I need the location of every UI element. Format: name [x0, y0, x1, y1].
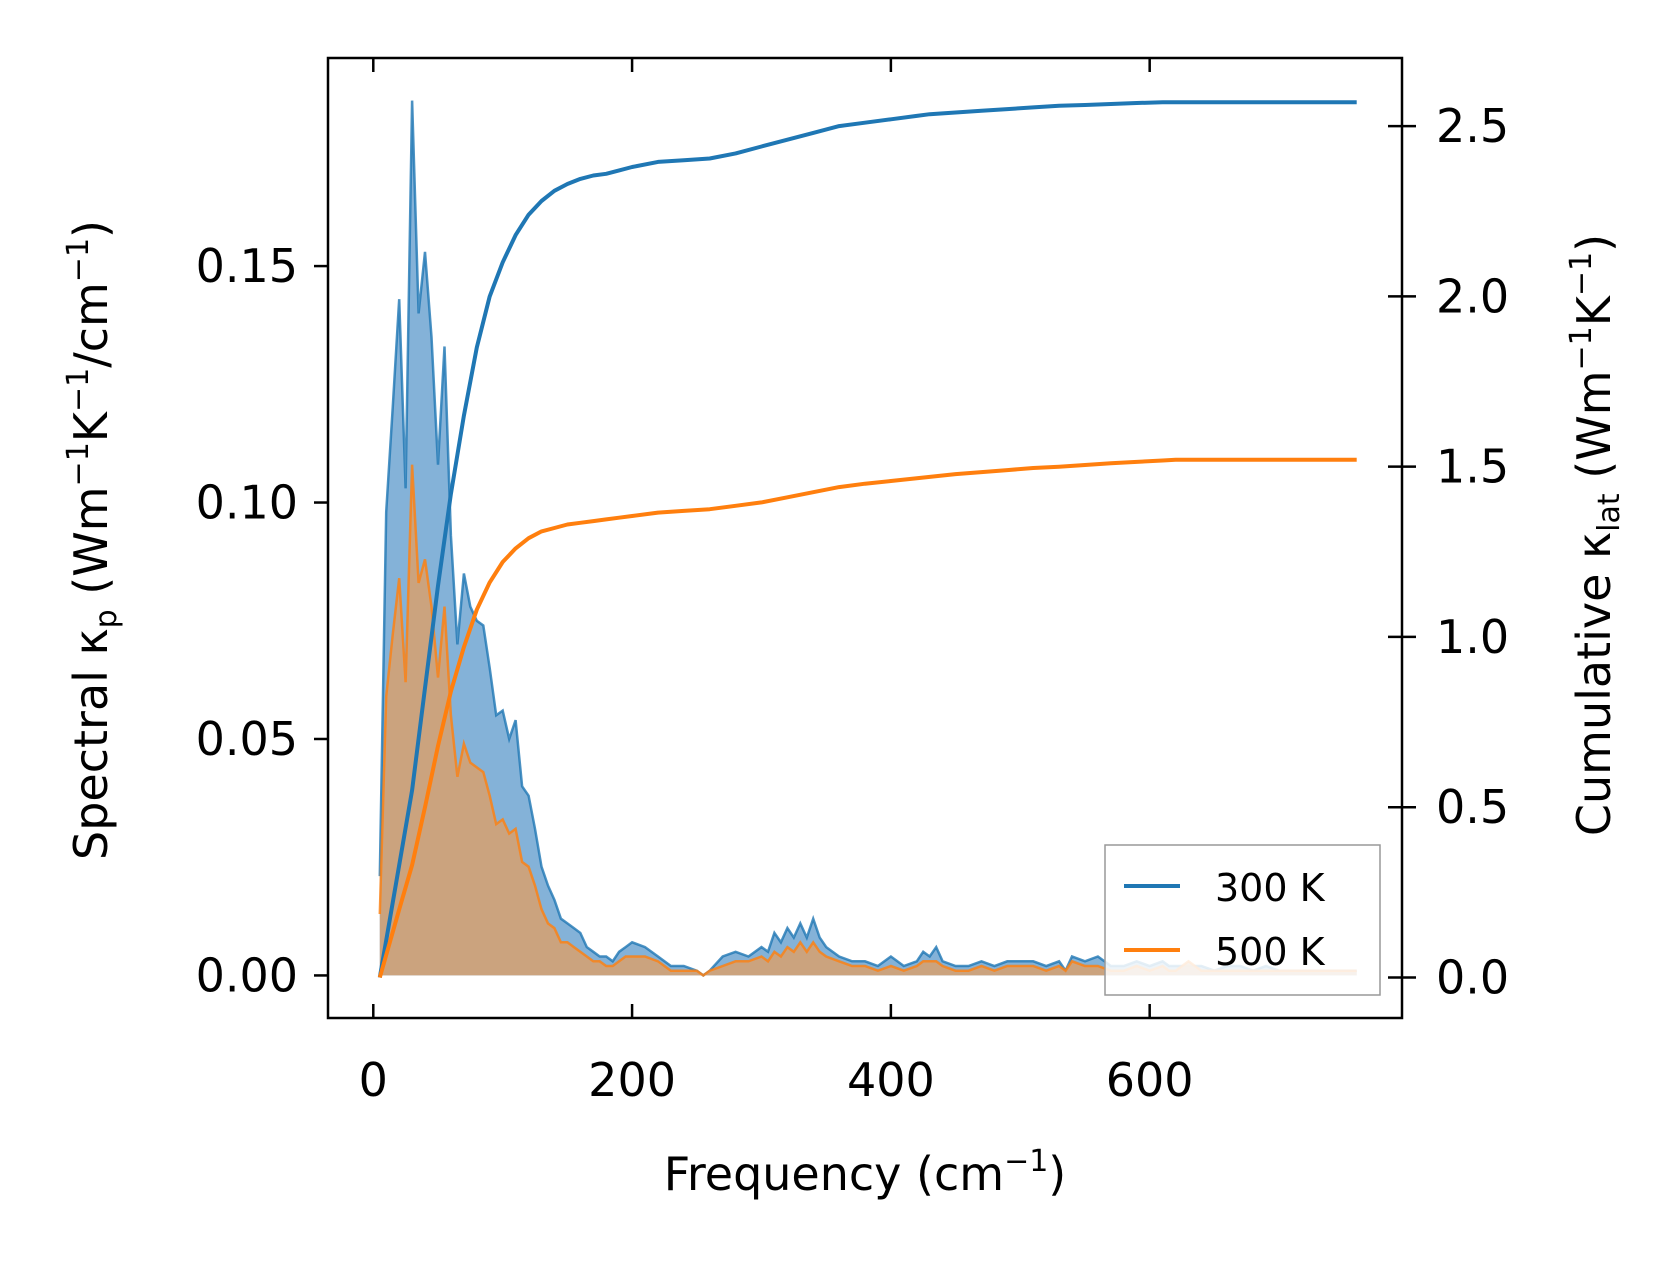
legend-box	[1104, 844, 1381, 996]
legend: 300 K 500 K	[1104, 844, 1381, 996]
axis-ticks: 0 200 400 600 0.00 0.05 0.10 0.15 0.0 0.5 1.0 1.5 2.…	[196, 58, 1509, 1107]
legend-label-300k: 300 K	[1215, 866, 1326, 910]
y-right-tick-label: 0.5	[1436, 780, 1509, 834]
x-tick-label: 0	[359, 1053, 388, 1107]
y-right-tick-label: 1.0	[1436, 610, 1509, 664]
y-right-tick-label: 1.5	[1436, 440, 1509, 494]
y-left-tick-label: 0.00	[196, 948, 298, 1002]
y-left-tick-label: 0.05	[196, 712, 298, 766]
x-tick-label: 400	[847, 1053, 935, 1107]
legend-label-500k: 500 K	[1215, 930, 1326, 974]
data-lines	[377, 100, 1357, 979]
spectral-fill-500k	[379, 464, 1357, 976]
x-axis-label: Frequency (cm−1)	[664, 1144, 1067, 1201]
plot-frame	[326, 56, 1404, 1020]
x-tick-label: 600	[1106, 1053, 1194, 1107]
cumulative-line-300k	[377, 100, 1357, 978]
x-tick-label: 200	[588, 1053, 676, 1107]
cumulative-line-500k	[377, 457, 1357, 979]
y-left-tick-label: 0.15	[196, 239, 298, 293]
y-right-tick-label: 0.0	[1436, 950, 1509, 1004]
y-left-tick-label: 0.10	[196, 476, 298, 530]
y-right-tick-label: 2.5	[1436, 99, 1509, 153]
y-right-tick-label: 2.0	[1436, 269, 1509, 323]
y-axis-left-label: Spectral κp (Wm−1K−1/cm−1)	[61, 220, 124, 860]
y-axis-right-label: Cumulative κlat (Wm−1K−1)	[1564, 234, 1627, 836]
